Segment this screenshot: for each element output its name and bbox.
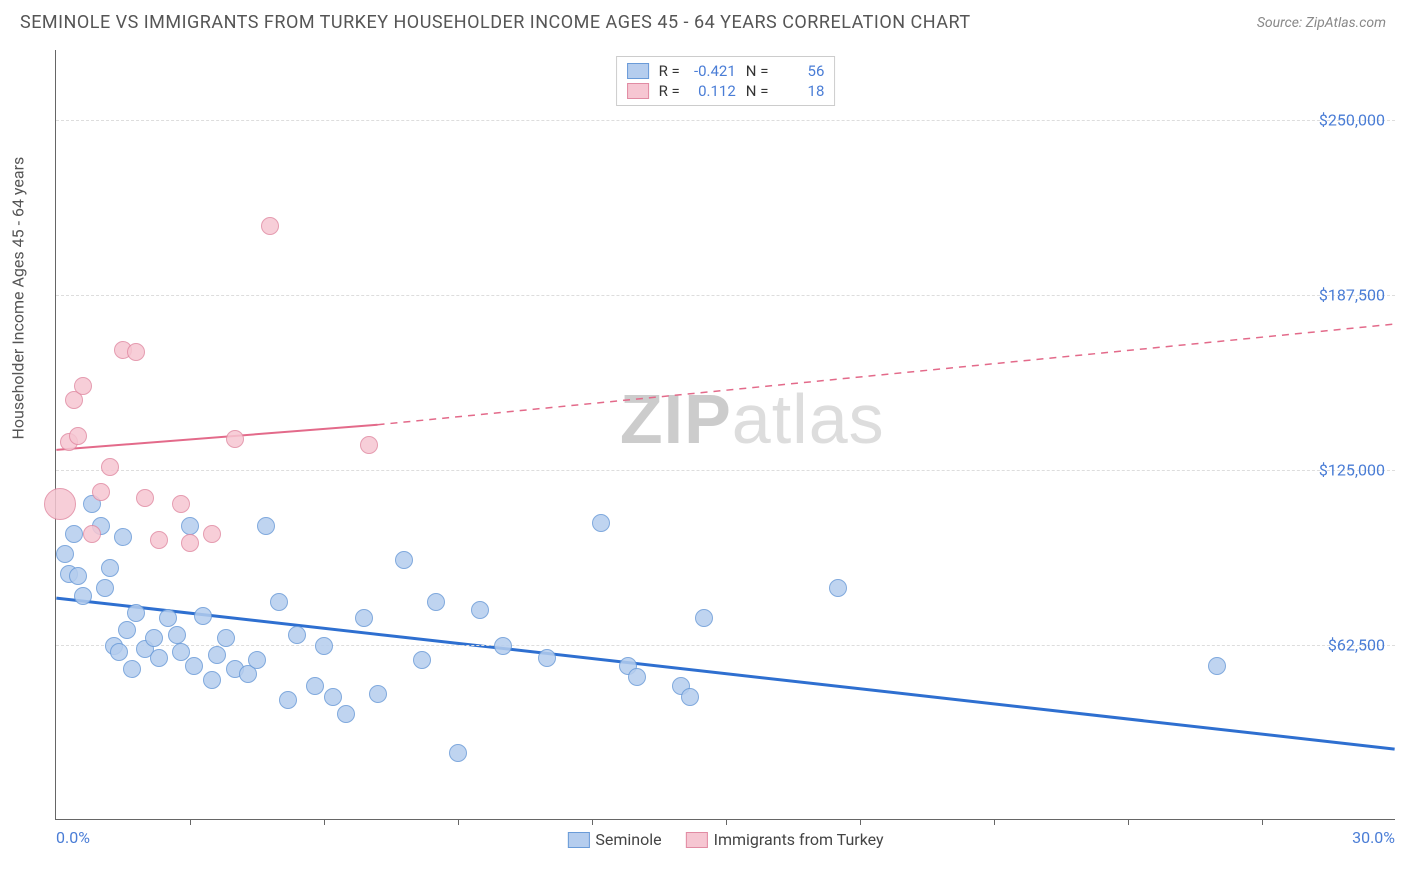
xaxis-tick — [324, 819, 325, 825]
data-point — [56, 545, 74, 563]
data-point — [127, 343, 145, 361]
data-point — [181, 534, 199, 552]
gridline — [56, 120, 1395, 121]
data-point — [172, 643, 190, 661]
xaxis-tick — [726, 819, 727, 825]
data-point — [217, 629, 235, 647]
data-point — [427, 593, 445, 611]
data-point — [413, 651, 431, 669]
data-point — [74, 377, 92, 395]
data-point — [92, 483, 110, 501]
data-point — [110, 643, 128, 661]
swatch-turkey — [627, 83, 649, 99]
data-point — [69, 427, 87, 445]
data-point — [159, 609, 177, 627]
data-point — [203, 525, 221, 543]
data-point — [288, 626, 306, 644]
data-point — [69, 567, 87, 585]
series-legend: Seminole Immigrants from Turkey — [567, 830, 883, 849]
data-point — [203, 671, 221, 689]
swatch-icon — [567, 832, 589, 848]
data-point — [1208, 657, 1226, 675]
yaxis-title: Householder Income Ages 45 - 64 years — [9, 157, 28, 440]
regression-lines — [56, 50, 1395, 819]
xaxis-tick — [994, 819, 995, 825]
data-point — [136, 489, 154, 507]
legend-item-seminole: Seminole — [567, 830, 661, 849]
data-point — [74, 587, 92, 605]
data-point — [65, 525, 83, 543]
data-point — [279, 691, 297, 709]
data-point — [355, 609, 373, 627]
yaxis-tick-label: $187,500 — [1319, 286, 1385, 305]
data-point — [168, 626, 186, 644]
data-point — [44, 488, 76, 520]
legend-item-turkey: Immigrants from Turkey — [686, 830, 884, 849]
data-point — [449, 744, 467, 762]
data-point — [257, 517, 275, 535]
xaxis-tick — [1128, 819, 1129, 825]
data-point — [83, 525, 101, 543]
data-point — [306, 677, 324, 695]
xaxis-max-label: 30.0% — [1352, 828, 1395, 847]
data-point — [494, 637, 512, 655]
xaxis-min-label: 0.0% — [56, 828, 90, 847]
xaxis-tick — [1262, 819, 1263, 825]
xaxis-tick — [592, 819, 593, 825]
data-point — [101, 458, 119, 476]
data-point — [315, 637, 333, 655]
gridline — [56, 295, 1395, 296]
yaxis-tick-label: $125,000 — [1319, 461, 1385, 480]
correlation-legend: R = -0.421 N = 56 R = 0.112 N = 18 — [616, 56, 836, 106]
data-point — [114, 528, 132, 546]
plot-area: ZIPatlas R = -0.421 N = 56 R = 0.112 N =… — [55, 50, 1395, 820]
swatch-icon — [686, 832, 708, 848]
data-point — [681, 688, 699, 706]
data-point — [123, 660, 141, 678]
data-point — [829, 579, 847, 597]
data-point — [324, 688, 342, 706]
data-point — [208, 646, 226, 664]
data-point — [360, 436, 378, 454]
chart-source: Source: ZipAtlas.com — [1257, 15, 1386, 31]
chart-container: ZIPatlas R = -0.421 N = 56 R = 0.112 N =… — [55, 50, 1395, 820]
data-point — [226, 430, 244, 448]
xaxis-tick — [190, 819, 191, 825]
data-point — [101, 559, 119, 577]
data-point — [145, 629, 163, 647]
data-point — [150, 649, 168, 667]
watermark: ZIPatlas — [620, 379, 885, 459]
data-point — [538, 649, 556, 667]
legend-row-turkey: R = 0.112 N = 18 — [627, 81, 825, 101]
data-point — [592, 514, 610, 532]
data-point — [96, 579, 114, 597]
legend-row-seminole: R = -0.421 N = 56 — [627, 61, 825, 81]
gridline — [56, 645, 1395, 646]
xaxis-tick — [860, 819, 861, 825]
data-point — [695, 609, 713, 627]
data-point — [270, 593, 288, 611]
data-point — [172, 495, 190, 513]
data-point — [248, 651, 266, 669]
data-point — [194, 607, 212, 625]
swatch-seminole — [627, 63, 649, 79]
chart-title: SEMINOLE VS IMMIGRANTS FROM TURKEY HOUSE… — [20, 12, 971, 33]
data-point — [118, 621, 136, 639]
data-point — [185, 657, 203, 675]
data-point — [127, 604, 145, 622]
chart-header: SEMINOLE VS IMMIGRANTS FROM TURKEY HOUSE… — [0, 0, 1406, 41]
data-point — [181, 517, 199, 535]
xaxis-tick — [458, 819, 459, 825]
data-point — [150, 531, 168, 549]
yaxis-tick-label: $62,500 — [1328, 636, 1385, 655]
data-point — [369, 685, 387, 703]
yaxis-tick-label: $250,000 — [1319, 111, 1385, 130]
data-point — [337, 705, 355, 723]
gridline — [56, 470, 1395, 471]
data-point — [628, 668, 646, 686]
data-point — [261, 217, 279, 235]
data-point — [395, 551, 413, 569]
data-point — [471, 601, 489, 619]
